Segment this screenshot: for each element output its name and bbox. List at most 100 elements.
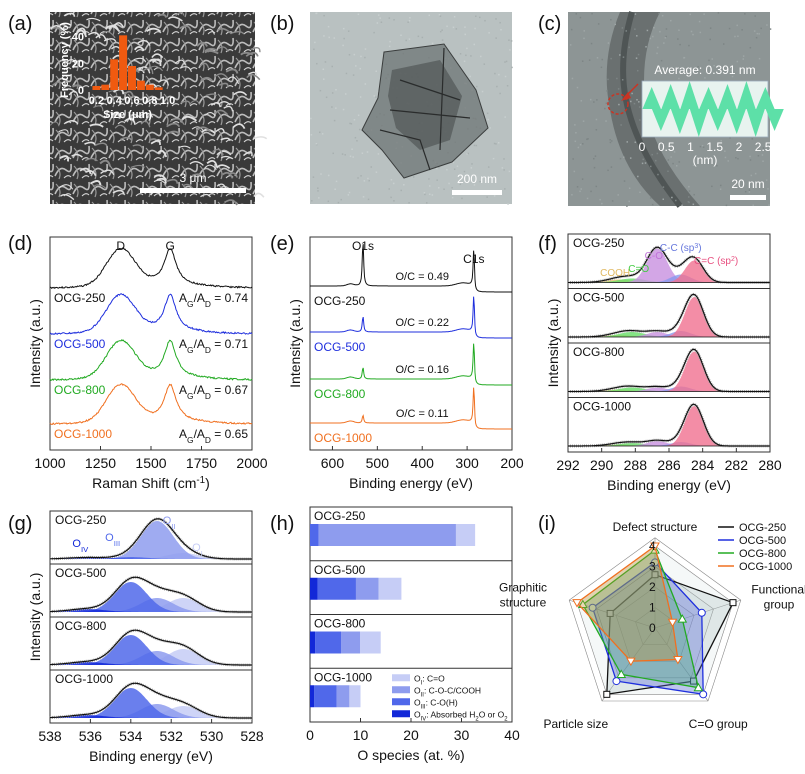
radar-marker-OCG-500 [588,603,597,612]
sem-flake [158,79,169,86]
component-label: C-C (sp3) [660,243,702,255]
sample-label-OCG-250: OCG-250 [573,236,625,250]
hrtem-noise [626,141,628,143]
hrtem-noise [702,146,705,148]
profile-peak [756,87,775,109]
tem-noise [359,67,361,70]
hrtem-noise [619,54,621,56]
tem-noise [392,182,395,185]
hist-xtick: 0.4 [107,95,123,107]
tem-noise [366,151,369,153]
hrtem-noise [628,200,630,203]
hrtem-noise [580,100,583,102]
tem-noise [360,55,362,58]
tem-noise [323,78,325,80]
hrtem-noise [649,37,652,40]
bar-segment-OII-OCG-500 [355,577,379,600]
hrtem-noise [711,58,713,60]
bar-segment-OIII-OCG-500 [317,577,356,600]
hrtem-noise [616,77,618,80]
tem-noise [353,119,356,121]
tem-noise [315,143,318,145]
hrtem-noise [663,42,665,44]
tem-noise [335,88,337,91]
sem-flake [250,47,261,53]
hrtem-noise [581,178,584,180]
fit-component-OIV [50,662,252,665]
hrtem-noise [698,20,701,23]
tem-noise [331,106,333,108]
ratio-label-OCG-250: O/C = 0.49 [395,271,449,283]
tem-noise [361,152,364,154]
ratio-label-OCG-500: O/C = 0.22 [395,317,449,329]
fit-component-OIII [50,635,252,665]
hrtem-noise [583,37,585,40]
tem-noise [314,41,316,44]
y-axis-label: Intensity (a.u.) [27,299,43,388]
sem-flake [59,155,70,162]
sem-flake [218,46,229,52]
tem-noise [503,169,505,171]
fit-component-C=O [568,332,770,337]
tem-noise [473,184,476,186]
sem-flake [157,149,168,158]
tem-noise [473,144,476,147]
profile-valley [708,109,727,131]
profile-valley [727,109,746,134]
hrtem-noise [610,166,613,168]
x-tick-label: 500 [366,455,390,471]
xps-line-OCG-1000 [310,387,512,430]
fit-component-OIII [50,582,252,612]
sem-flake [89,180,102,186]
peak-label-O1s: O1s [352,239,374,253]
hrtem-noise [626,205,628,207]
tem-noise [464,26,466,28]
hrtem-noise [749,155,751,158]
tem-noise [331,65,333,68]
sample-label-OCG-800: OCG-800 [55,619,107,633]
fit-component-C-C (sp3) [568,442,770,446]
hrtem-noise [630,100,632,103]
tem-noise [428,178,430,180]
hrtem-noise [755,36,758,39]
tem-noise [459,183,462,186]
radar-marker-OCG-250 [729,599,737,607]
panel-label-i: (i) [538,513,556,535]
tem-noise [487,118,489,121]
hrtem-noise [670,19,672,22]
hrtem-noise [667,170,669,173]
tem-noise [393,19,395,21]
sem-flake [179,66,192,73]
tem-noise [364,83,367,85]
sem-flake [138,66,151,74]
sem-flake [114,124,128,131]
tem-noise [475,15,477,18]
tem-noise [466,153,468,155]
radar-marker-OCG-800 [578,599,588,609]
hrtem-noise [577,146,580,149]
tem-noise [487,166,490,168]
hrtem-noise [741,29,743,31]
tem-noise [504,75,507,78]
fit-component-C-C (sp3) [568,331,770,337]
tem-noise [400,189,402,192]
sem-flake [146,27,162,33]
legend-label-OIV: OIV: Absorbed H2O or O2 [414,709,508,722]
hrtem-noise [758,57,761,60]
hrtem-noise [651,203,654,206]
sem-flake [101,30,116,39]
sem-flake [79,167,92,175]
xps-line-OCG-800 [310,343,512,386]
hrtem-noise [692,203,695,206]
tem-noise [441,39,444,41]
tem-noise [423,192,426,194]
radar-axis-label: group [764,598,795,612]
tem-noise [332,152,334,155]
hrtem-noise [688,185,690,188]
x-tick-label: 282 [725,457,749,473]
x-tick-label: 286 [657,457,681,473]
scale-bar-label: 20 nm [731,177,764,191]
sem-flake [168,130,181,136]
hrtem-noise [595,118,598,121]
radar-rtick: 2 [649,580,656,594]
